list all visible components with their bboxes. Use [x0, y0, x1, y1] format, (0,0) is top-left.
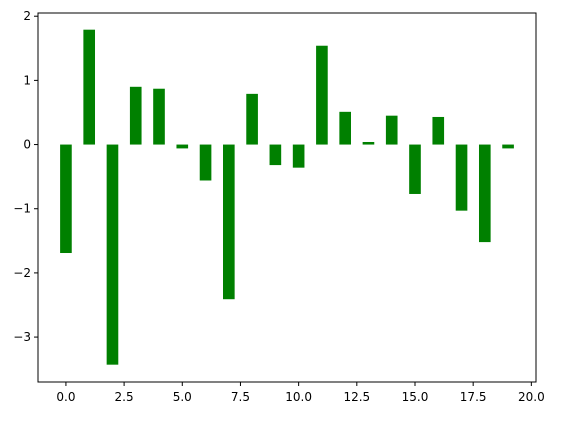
bar-13: [362, 141, 375, 145]
bar-15: [409, 144, 421, 194]
bar-11: [316, 45, 328, 145]
y-axis-ticks: −3 −2 −1 0 1 2: [13, 9, 38, 344]
x-tick-label-4: 10.0: [285, 390, 312, 404]
bar-7: [223, 144, 235, 300]
plot-area-frame: [37, 12, 537, 383]
y-tick-label-1: −2: [13, 266, 31, 280]
bar-8: [246, 93, 258, 145]
bars-group: [60, 29, 514, 365]
x-tick-label-1: 2.5: [115, 390, 134, 404]
bar-14: [385, 115, 398, 145]
bar-18: [478, 144, 491, 243]
x-tick-label-2: 5.0: [173, 390, 192, 404]
bar-10: [292, 144, 305, 168]
x-axis-ticks: 0.0 2.5 5.0 7.5 10.0 12.5 15.0 17.5 20.0: [56, 382, 545, 404]
bar-5: [176, 144, 189, 149]
bar-17: [455, 144, 468, 211]
bar-3: [129, 86, 142, 145]
y-tick-label-3: 0: [23, 138, 31, 152]
bar-1: [83, 29, 96, 145]
bar-0: [60, 144, 72, 254]
x-tick-label-5: 12.5: [343, 390, 370, 404]
x-tick-label-7: 17.5: [460, 390, 487, 404]
y-tick-label-0: −3: [13, 330, 31, 344]
bar-9: [269, 144, 282, 166]
bar-2: [106, 144, 119, 365]
y-tick-label-4: 1: [23, 73, 31, 87]
bar-6: [199, 144, 212, 181]
x-tick-label-0: 0.0: [56, 390, 75, 404]
y-tick-label-5: 2: [23, 9, 31, 23]
bar-16: [432, 116, 445, 145]
x-tick-label-8: 20.0: [518, 390, 545, 404]
x-tick-label-3: 7.5: [231, 390, 250, 404]
x-tick-label-6: 15.0: [402, 390, 429, 404]
bar-19: [502, 144, 514, 149]
y-tick-label-2: −1: [13, 202, 31, 216]
bar-12: [339, 111, 351, 145]
bar-4: [153, 88, 165, 145]
